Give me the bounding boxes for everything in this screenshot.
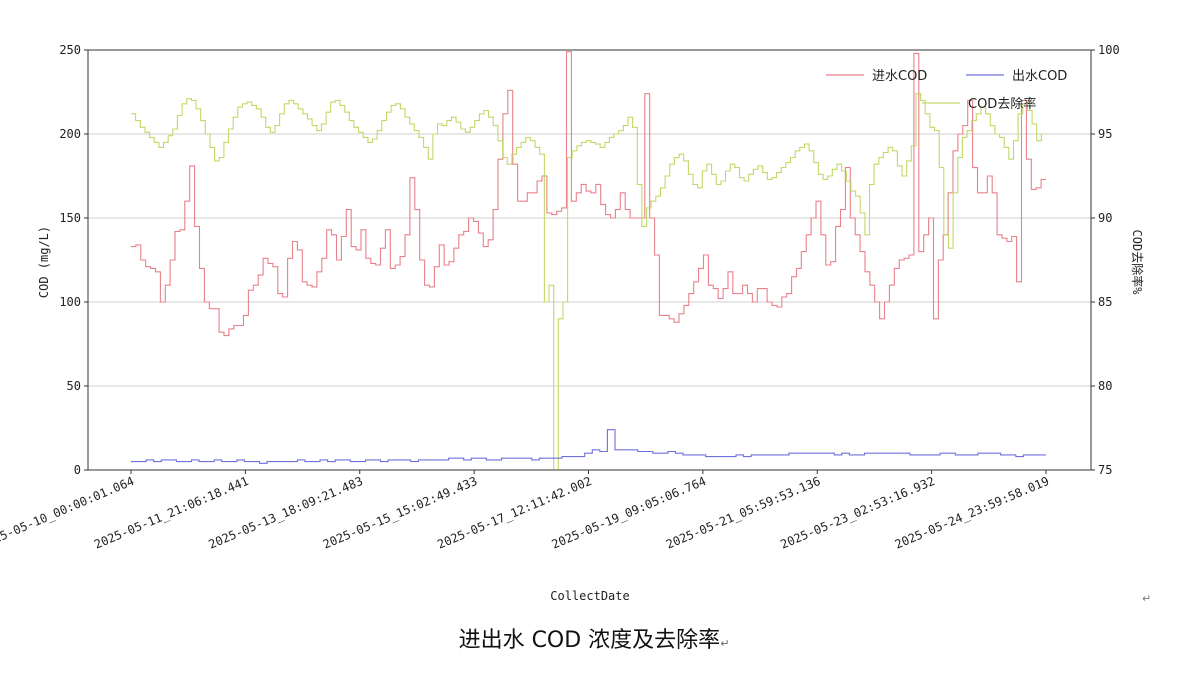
x-axis: 2025-05-10_00:00:01.0642025-05-11_21:06:… (0, 470, 1051, 552)
series-line (131, 51, 1046, 337)
y-axis-title-left: COD (mg/L) (37, 226, 51, 298)
legend-label: 进水COD (872, 69, 927, 84)
y2-tick-label: 80 (1098, 379, 1112, 393)
y-axis-title-right: COD去除率% (1130, 230, 1145, 296)
grid (88, 133, 1091, 387)
figure-caption: 进出水 COD 浓度及去除率↵ (0, 622, 1188, 654)
plot-frame (87, 49, 1092, 471)
legend: 进水COD 出水COD COD去除率 (826, 69, 1067, 112)
series-removal-rate (131, 93, 1046, 471)
caption-return-mark: ↵ (720, 637, 730, 650)
y2-tick-label: 90 (1098, 211, 1112, 225)
legend-label: COD去除率 (968, 96, 1036, 112)
legend-label: 出水COD (1012, 69, 1067, 84)
y-tick-label: 50 (67, 379, 81, 393)
figure-caption-text: 进出水 COD 浓度及去除率 (458, 628, 721, 653)
y-tick-label: 100 (59, 295, 81, 309)
y-tick-label: 0 (74, 463, 81, 477)
y-tick-label: 250 (59, 43, 81, 57)
y-axis-left: 0 50 100 150 200 250 (59, 43, 88, 477)
y2-tick-label: 85 (1098, 295, 1112, 309)
y2-tick-label: 75 (1098, 463, 1112, 477)
y-tick-label: 200 (59, 127, 81, 141)
series-outflow-cod (131, 429, 1046, 464)
series-line (131, 93, 1046, 471)
y2-tick-label: 100 (1098, 43, 1120, 57)
series-inflow-cod (131, 51, 1046, 337)
cod-chart: 0 50 100 150 200 250 75 80 85 90 95 100 2025-05-10… (0, 43, 1145, 603)
paragraph-return-mark: ↵ (1142, 592, 1152, 605)
y-tick-label: 150 (59, 211, 81, 225)
y-axis-right: 75 80 85 90 95 100 (1091, 43, 1120, 477)
y2-tick-label: 95 (1098, 127, 1112, 141)
series-line (131, 429, 1046, 464)
x-axis-title: CollectDate (550, 589, 629, 603)
